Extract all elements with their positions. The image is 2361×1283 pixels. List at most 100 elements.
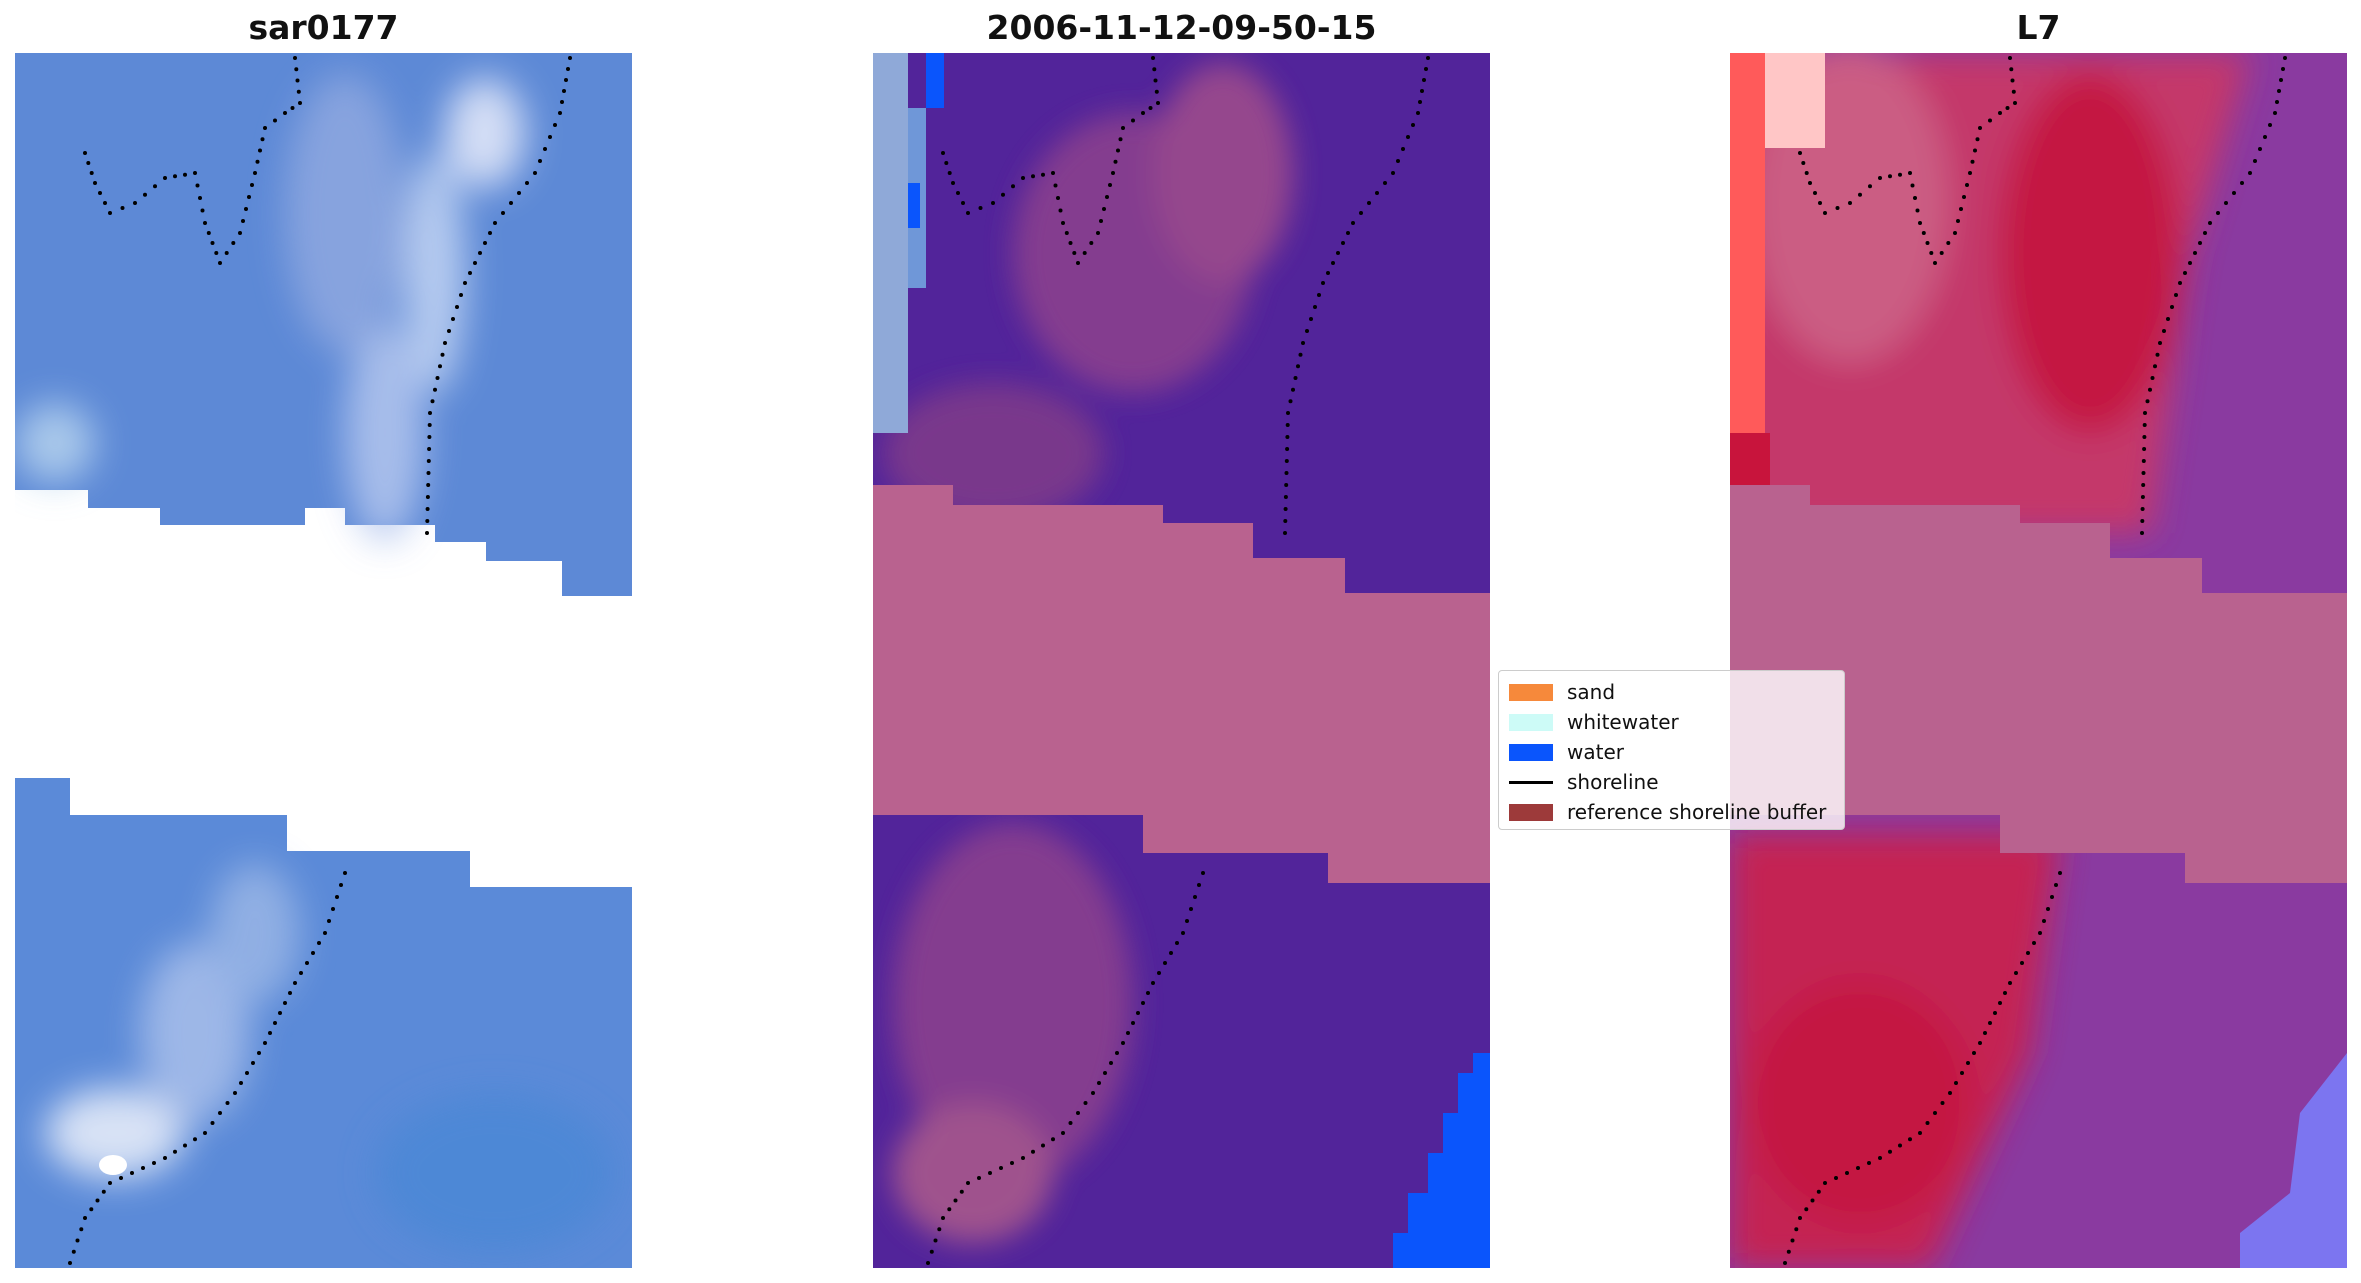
shoreline-point — [257, 1051, 261, 1055]
shoreline-point — [1296, 364, 1300, 369]
shoreline-point — [1097, 1081, 1101, 1085]
shoreline-point — [1331, 261, 1335, 265]
shoreline-point — [2009, 67, 2014, 72]
shoreline-point — [1076, 261, 1080, 265]
shoreline-point — [1426, 56, 1430, 60]
shoreline-point — [1076, 1111, 1080, 1115]
shoreline-point — [1091, 1091, 1095, 1095]
shoreline-point — [305, 961, 309, 965]
legend-swatch-water — [1509, 743, 1553, 761]
shoreline-point — [991, 201, 995, 205]
shoreline-point — [1921, 231, 1926, 235]
shoreline-point — [1285, 423, 1290, 427]
shoreline-point — [1913, 196, 1917, 200]
shoreline-point — [568, 56, 572, 60]
shoreline-points — [926, 56, 1430, 1265]
shoreline-point — [1175, 941, 1179, 945]
shoreline-point — [1422, 78, 1426, 82]
shoreline-point — [1391, 171, 1395, 175]
shoreline-point — [1988, 118, 1992, 123]
shoreline-point — [83, 1216, 87, 1220]
shoreline-point — [525, 181, 529, 185]
shoreline-point — [1965, 183, 1969, 187]
shoreline-point — [2253, 159, 2257, 163]
shoreline-point — [130, 1171, 134, 1175]
shoreline-point — [947, 171, 952, 175]
shoreline-point — [198, 196, 202, 200]
shoreline-point — [1790, 1238, 1795, 1243]
shoreline-point — [1801, 161, 1806, 165]
shoreline-point — [2183, 271, 2187, 275]
shoreline-point — [1929, 251, 1934, 255]
shoreline-point — [2140, 519, 2145, 523]
shoreline-point — [1783, 1261, 1787, 1265]
rgb-image — [15, 53, 632, 1268]
shoreline-point — [1835, 206, 1840, 210]
shoreline-point — [183, 1143, 187, 1148]
shoreline-point — [255, 159, 260, 164]
shoreline-point — [152, 1161, 156, 1165]
shoreline-point — [947, 1207, 952, 1212]
shoreline-point — [323, 931, 327, 935]
shoreline-point — [1109, 1061, 1113, 1065]
shoreline-point — [1121, 126, 1125, 130]
shoreline-point — [224, 251, 229, 255]
shoreline-point — [141, 1166, 145, 1170]
shoreline-point — [2010, 78, 2015, 83]
shoreline-point — [1845, 1171, 1849, 1175]
shoreline-point — [1051, 1137, 1055, 1142]
shoreline-point — [173, 1149, 177, 1154]
shoreline-point — [543, 147, 547, 151]
shoreline-points — [1783, 56, 2287, 1265]
shoreline-point — [1193, 895, 1197, 899]
shoreline-point — [2193, 251, 2197, 255]
shoreline-point — [1151, 981, 1155, 985]
shoreline-point — [1068, 1121, 1073, 1125]
shoreline-point — [427, 423, 432, 427]
shoreline-point — [86, 161, 91, 165]
shoreline-point — [440, 352, 445, 357]
shoreline-point — [1956, 219, 1960, 223]
shoreline-point — [1116, 148, 1120, 153]
shoreline-point — [250, 183, 254, 187]
shoreline-point — [966, 211, 970, 215]
classified-image-panel — [873, 53, 1490, 1268]
shoreline-point — [548, 135, 552, 139]
shoreline-point — [2042, 919, 2046, 923]
shoreline-point — [343, 871, 347, 875]
shoreline-point — [251, 1061, 255, 1065]
shoreline-point — [163, 176, 167, 180]
shoreline-point — [1401, 147, 1405, 151]
shoreline-point — [71, 1249, 76, 1254]
shoreline-point — [278, 1011, 282, 1015]
shoreline-point — [1858, 192, 1862, 197]
shoreline-point — [1351, 221, 1355, 225]
shoreline-point — [1973, 148, 1977, 153]
shoreline-point — [335, 895, 339, 899]
shoreline-point — [231, 241, 236, 245]
shoreline-point — [459, 293, 463, 297]
shoreline-point — [1998, 1001, 2002, 1005]
shoreline-point — [1163, 961, 1167, 965]
shoreline-point — [1082, 251, 1087, 255]
shoreline-point — [2277, 89, 2281, 93]
shoreline-point — [200, 208, 205, 213]
shoreline-point — [426, 459, 431, 463]
shoreline-point — [2142, 447, 2147, 451]
shoreline-point — [1367, 201, 1371, 205]
shoreline-point — [1878, 1156, 1882, 1160]
shoreline-point — [501, 211, 505, 215]
shoreline-point — [1804, 1207, 1809, 1212]
shoreline-point — [1424, 67, 1428, 71]
shoreline-point — [1359, 211, 1363, 215]
shoreline-point — [288, 991, 292, 995]
shoreline-point — [566, 67, 570, 71]
shoreline-point — [1001, 192, 1005, 197]
shoreline-point — [1346, 231, 1350, 235]
shoreline-point — [1146, 991, 1150, 995]
shoreline-point — [1131, 118, 1135, 123]
shoreline-point — [210, 241, 215, 245]
shoreline-point — [2054, 883, 2058, 887]
shoreline-point — [1798, 151, 1802, 155]
shoreline-point — [193, 171, 197, 175]
